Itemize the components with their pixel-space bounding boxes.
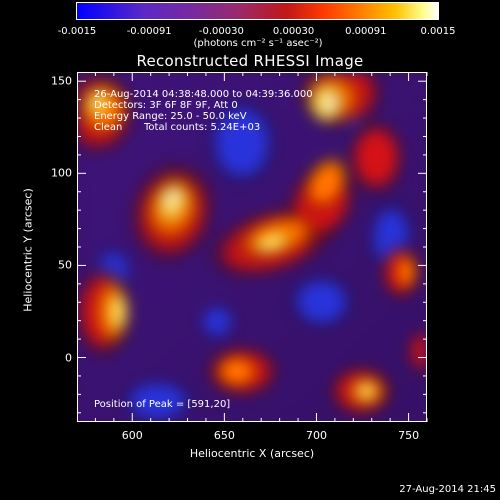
colorbar-tick-label: -0.00030 [198, 26, 244, 37]
annotation-method: Clean [94, 122, 123, 133]
y-tick-label: 50 [58, 258, 72, 272]
y-tick-label: 0 [65, 351, 72, 365]
x-tick-label: 700 [305, 429, 327, 442]
y-axis-label: Heliocentric Y (arcsec) [21, 188, 35, 312]
colorbar-tick-label: -0.00091 [126, 26, 172, 37]
x-tick-label: 650 [213, 429, 235, 442]
heatmap-image [78, 73, 426, 421]
x-axis-label: Heliocentric X (arcsec) [189, 447, 315, 460]
colorbar-tick-label: 0.0015 [420, 26, 456, 37]
timestamp: 27-Aug-2014 21:45 [399, 484, 496, 495]
colorbar-tick-label: 0.00091 [345, 26, 387, 37]
colorbar-unit-label: (photons cm⁻² s⁻¹ asec⁻²) [193, 38, 323, 49]
y-tick-label: 150 [51, 74, 72, 88]
y-tick-label: 100 [51, 166, 72, 180]
annotation-counts: Total counts: 5.24E+03 [144, 122, 261, 133]
colorbar-tick-label: 0.00030 [272, 26, 315, 37]
colorbar [76, 2, 439, 20]
plot-area: 26-Aug-2014 04:38:48.000 to 04:39:36.000… [77, 72, 427, 422]
x-tick-label: 750 [398, 429, 420, 442]
annotation-detectors: Detectors: 3F 6F 8F 9F, Att 0 [94, 100, 238, 111]
x-tick-label: 600 [121, 429, 143, 442]
annotation-peak: Position of Peak = [591,20] [94, 399, 231, 410]
annotation-time: 26-Aug-2014 04:38:48.000 to 04:39:36.000 [94, 89, 313, 100]
chart-title: Reconstructed RHESSI Image [136, 52, 364, 70]
annotation-energy: Energy Range: 25.0 - 50.0 keV [94, 111, 247, 122]
colorbar-tick-label: -0.0015 [57, 26, 97, 37]
